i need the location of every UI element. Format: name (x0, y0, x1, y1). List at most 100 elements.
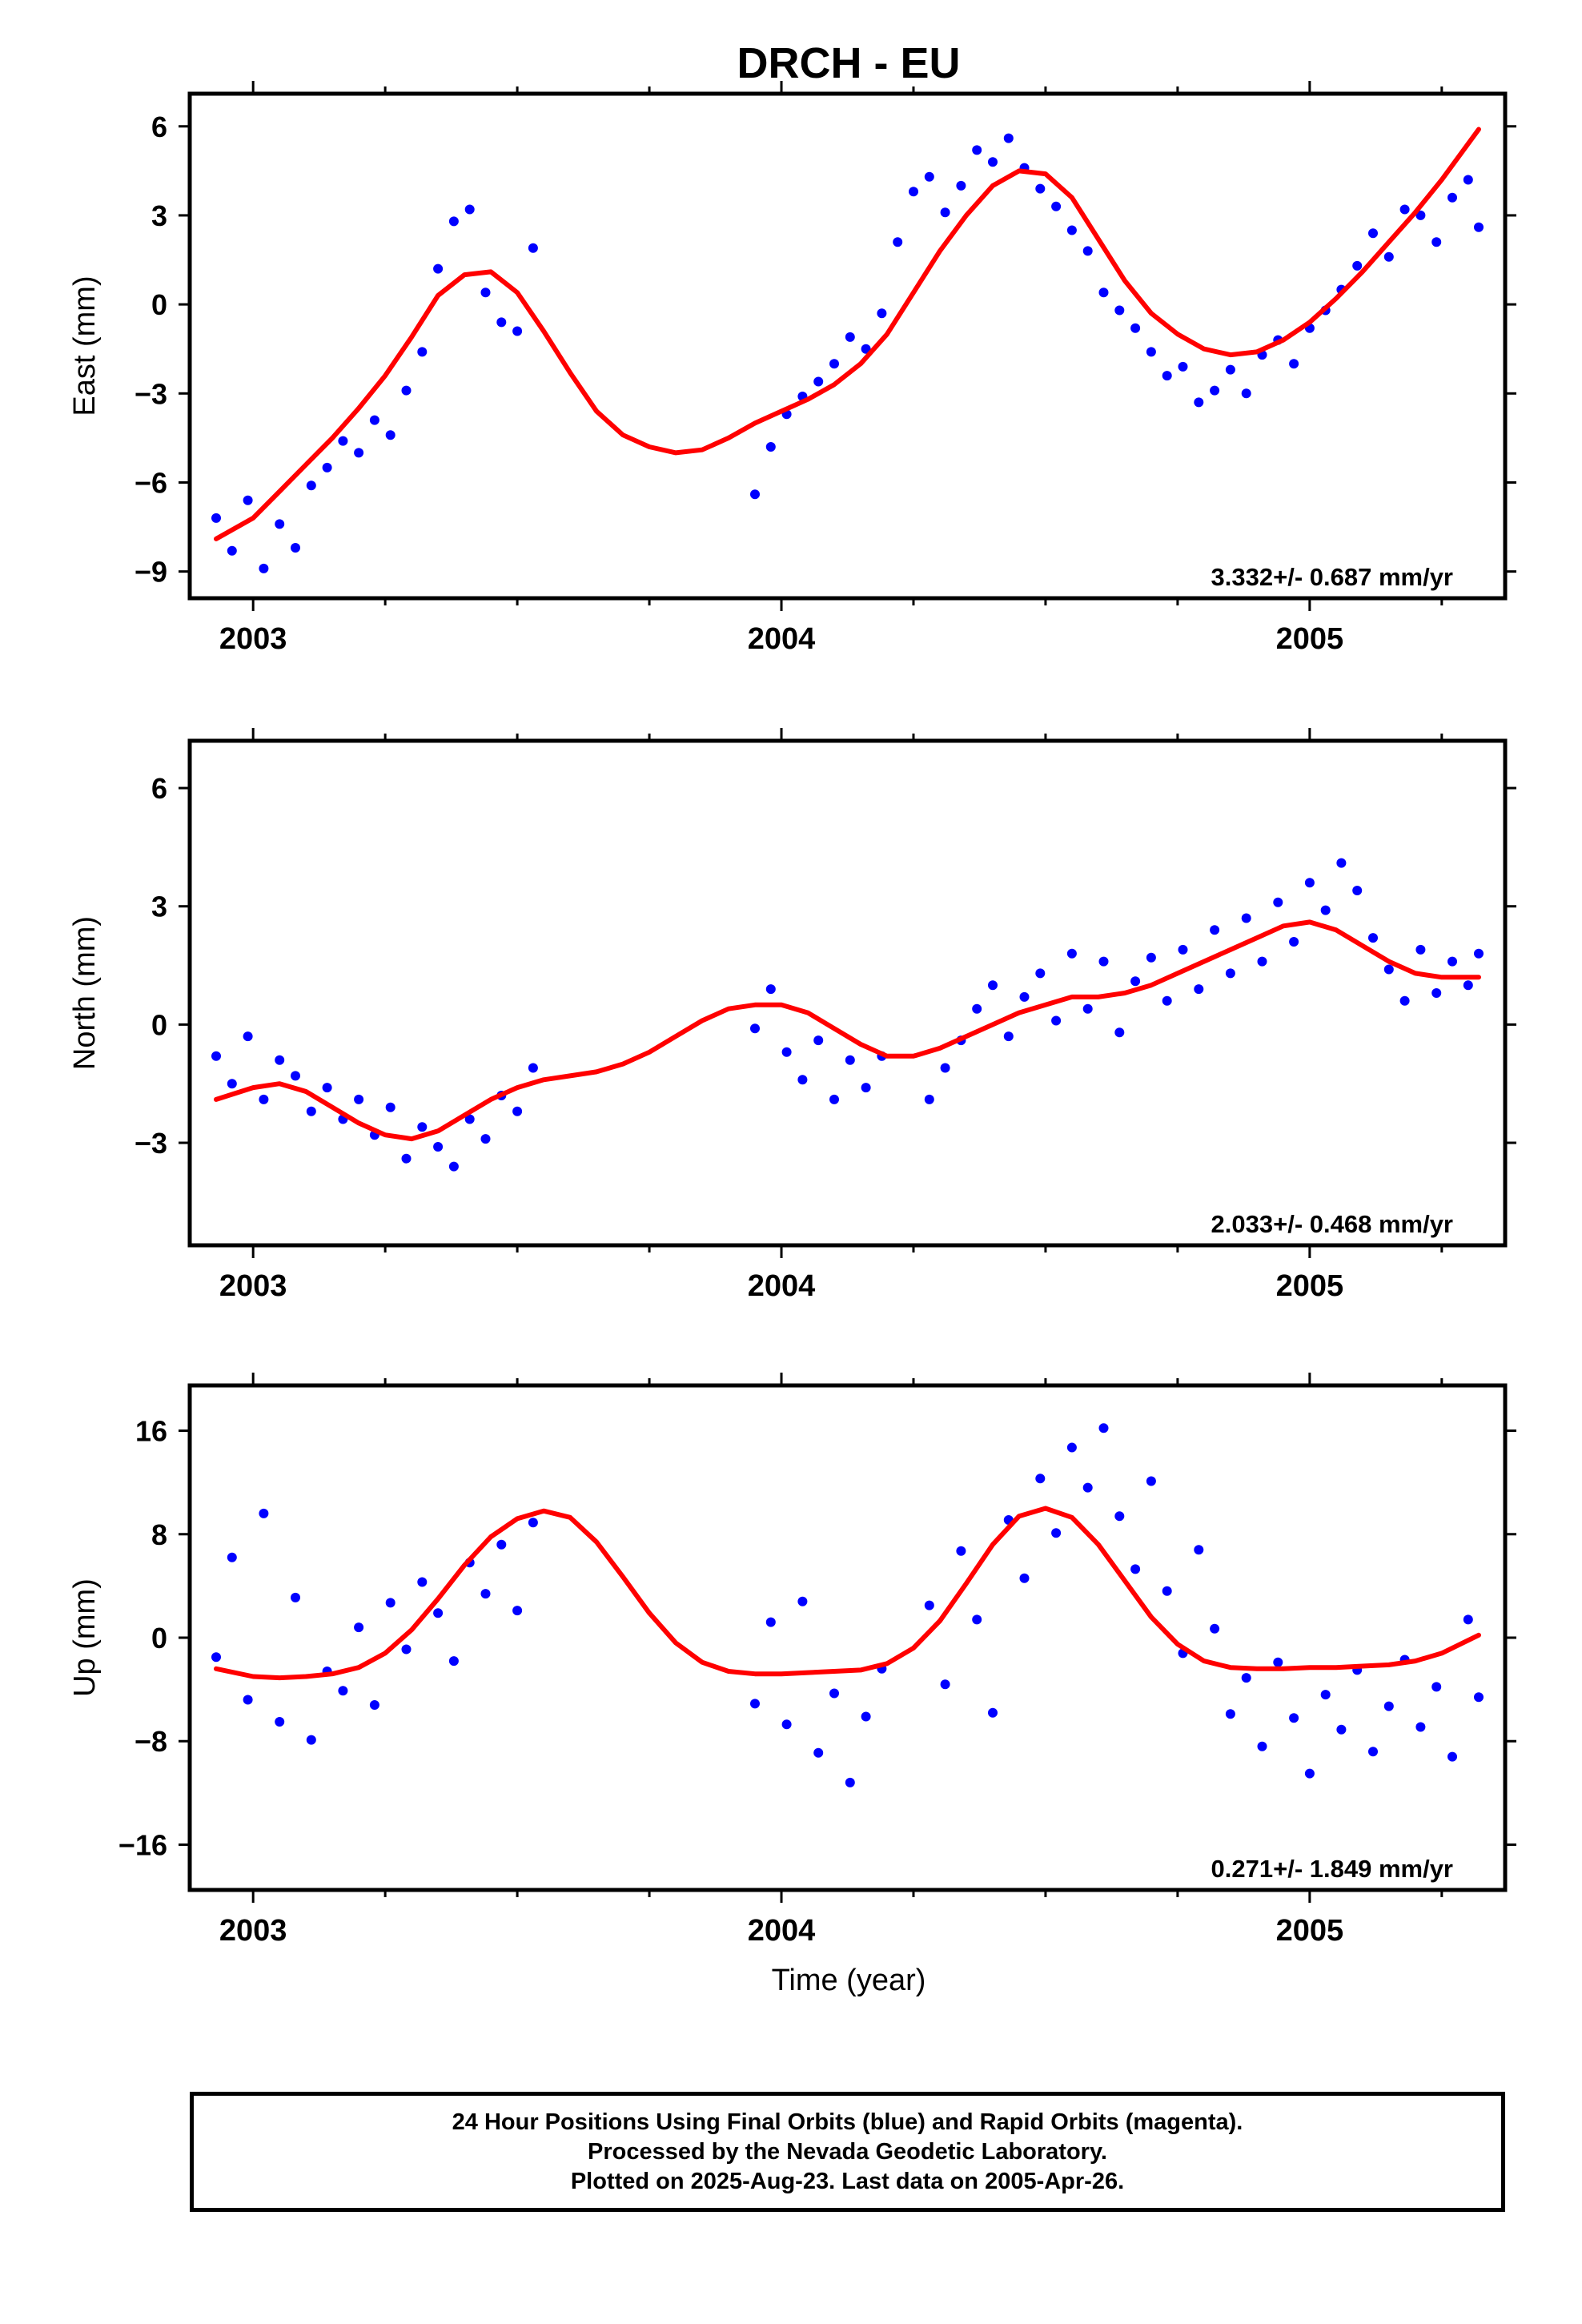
y-tick-label: 6 (151, 111, 167, 143)
data-point (1383, 964, 1394, 975)
data-point (417, 1122, 428, 1132)
data-point (1035, 968, 1046, 979)
model-curve (214, 1506, 1481, 1681)
data-point (1130, 323, 1141, 333)
x-tick-label: 2003 (219, 1914, 287, 1948)
data-point (464, 204, 475, 215)
data-point (1320, 905, 1331, 915)
plot-area-east (211, 127, 1484, 573)
y-tick-label: −8 (135, 1725, 167, 1758)
panel-north: −3 0 3 6 2003 2004 2005 North (mm) 2.033+/- 0.46… (68, 728, 1516, 1303)
data-point (1003, 1031, 1014, 1042)
data-point (417, 347, 428, 357)
data-point (765, 1617, 776, 1627)
data-point (211, 1652, 221, 1663)
data-point (1194, 984, 1204, 995)
data-point (259, 1094, 269, 1104)
data-point (512, 326, 523, 336)
data-point (512, 1106, 523, 1116)
data-point (877, 308, 887, 319)
data-point (924, 171, 934, 182)
data-point (1098, 287, 1109, 298)
data-point (275, 1055, 285, 1065)
data-point (765, 442, 776, 452)
data-point (1431, 988, 1442, 998)
data-point (1383, 251, 1394, 262)
data-point (1019, 991, 1030, 1002)
data-point (528, 1518, 538, 1528)
data-point (512, 1606, 523, 1616)
data-point (433, 1608, 444, 1618)
panel-up: −16 −8 0 8 16 2003 2004 2005 Up (mm) 0.271+/- 1.8… (68, 1373, 1516, 1948)
data-point (1194, 1545, 1204, 1555)
data-point (861, 344, 871, 354)
data-point (1289, 1713, 1299, 1723)
data-point (924, 1094, 934, 1104)
data-point (1082, 1003, 1093, 1014)
x-tick-label: 2004 (748, 1914, 816, 1948)
data-point (322, 462, 332, 472)
data-point (1257, 1741, 1267, 1751)
data-point (1098, 1423, 1109, 1433)
data-point (861, 1711, 871, 1722)
data-point (401, 1153, 412, 1164)
data-point (1003, 133, 1014, 143)
data-point (1368, 228, 1378, 239)
data-point (1289, 359, 1299, 369)
data-point (972, 1003, 982, 1014)
data-point (1273, 897, 1283, 907)
data-point (813, 1035, 824, 1046)
data-point (1304, 1768, 1315, 1779)
data-point (1241, 388, 1251, 399)
data-point (1415, 1722, 1426, 1732)
data-point (385, 1598, 396, 1608)
data-point (243, 1695, 253, 1705)
data-point (259, 1508, 269, 1518)
data-point (306, 1106, 316, 1116)
data-point (1399, 995, 1410, 1006)
data-point (448, 1656, 459, 1667)
data-point (1082, 246, 1093, 256)
y-tick-label: 3 (151, 891, 167, 923)
y-axis-title: Up (mm) (68, 1578, 102, 1697)
data-point (797, 1075, 808, 1085)
data-point (1130, 976, 1141, 987)
data-point (227, 1552, 237, 1562)
data-point (354, 1622, 364, 1633)
data-point (972, 1614, 982, 1625)
data-point (781, 1719, 792, 1730)
data-point (1162, 1586, 1172, 1596)
data-point (1066, 1442, 1077, 1453)
y-tick-label: −9 (135, 556, 167, 589)
data-point (528, 1063, 538, 1073)
x-tick-label: 2005 (1276, 1914, 1344, 1948)
y-tick-label: −3 (135, 377, 167, 410)
data-point (1474, 222, 1484, 232)
data-point (924, 1600, 934, 1610)
axes-frame-up (187, 1383, 1508, 1892)
data-point (813, 1747, 824, 1758)
data-point (1447, 956, 1457, 967)
data-point (1474, 948, 1484, 959)
data-point (385, 430, 396, 440)
data-point (275, 1717, 285, 1727)
data-point (1035, 1474, 1046, 1484)
data-point (893, 237, 903, 247)
data-point (433, 263, 444, 274)
data-point (1146, 952, 1156, 963)
data-point (1320, 1690, 1331, 1700)
data-point (1415, 210, 1426, 220)
y-axis-title: East (mm) (68, 275, 102, 416)
y-tick-label: 6 (151, 772, 167, 805)
y-tick-label: −16 (118, 1828, 167, 1861)
data-point (1257, 956, 1267, 967)
data-point (1035, 183, 1046, 194)
data-point (1463, 980, 1473, 991)
data-point (988, 157, 998, 167)
y-axis-title: North (mm) (68, 916, 102, 1070)
y-tick-label: 3 (151, 199, 167, 232)
data-point (750, 1023, 760, 1034)
data-point (480, 1589, 491, 1599)
y-tick-label: −6 (135, 466, 167, 499)
data-point (1336, 1724, 1347, 1735)
